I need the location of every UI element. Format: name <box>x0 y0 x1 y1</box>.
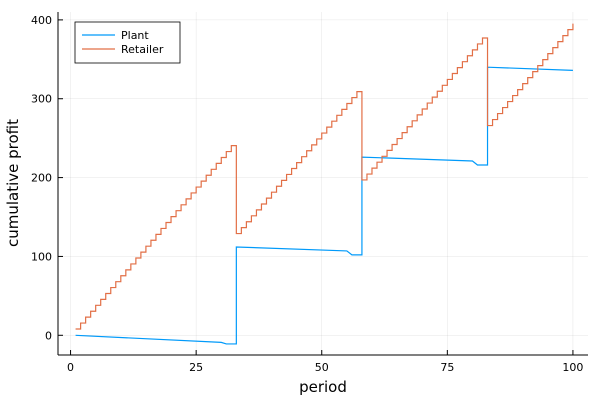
grid-lines <box>58 12 588 355</box>
y-tick-label: 200 <box>31 172 52 185</box>
plant-series-line <box>75 66 573 345</box>
x-tick-label: 25 <box>189 361 203 374</box>
legend-label-plant: Plant <box>121 29 149 42</box>
y-tick-label: 0 <box>45 329 52 342</box>
legend: Plant Retailer <box>74 21 181 64</box>
axes <box>57 12 588 356</box>
x-tick-label: 0 <box>67 361 74 374</box>
y-ticks: 0 100 200 300 400 <box>31 14 63 342</box>
legend-box <box>74 21 181 64</box>
x-tick-label: 50 <box>315 361 329 374</box>
x-ticks: 0 25 50 75 100 <box>67 350 583 374</box>
x-tick-label: 75 <box>440 361 454 374</box>
y-axis-title: cumulative profit <box>4 119 22 247</box>
x-axis-title: period <box>299 378 347 396</box>
x-tick-label: 100 <box>562 361 583 374</box>
retailer-series-line <box>75 23 574 330</box>
y-tick-label: 400 <box>31 14 52 27</box>
legend-label-retailer: Retailer <box>121 43 164 56</box>
y-tick-label: 100 <box>31 250 52 263</box>
series-group <box>75 23 574 345</box>
y-tick-label: 300 <box>31 93 52 106</box>
